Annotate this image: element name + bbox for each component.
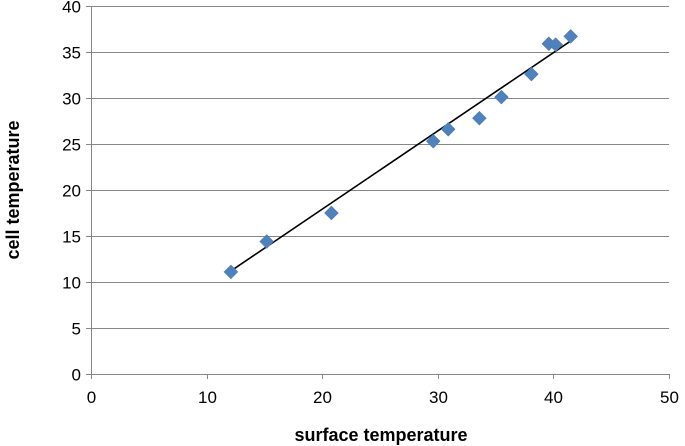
x-tick-label: 40 — [544, 388, 563, 407]
data-point-diamond — [563, 29, 579, 44]
trendline — [230, 40, 572, 272]
y-tick-label: 5 — [72, 320, 81, 339]
data-point-diamond — [524, 66, 539, 82]
data-point-diamond — [548, 37, 564, 52]
y-tick-label: 25 — [62, 136, 81, 155]
data-point-diamond — [223, 264, 239, 280]
y-tick-label: 0 — [72, 366, 81, 385]
y-tick-label: 40 — [62, 0, 81, 17]
grid-layer — [91, 6, 669, 329]
points-layer — [223, 29, 579, 280]
y-tick-label: 10 — [62, 274, 81, 293]
x-tick-label: 30 — [429, 388, 448, 407]
data-point-diamond — [472, 110, 487, 126]
trendline-layer — [230, 40, 572, 272]
x-tick-label: 20 — [313, 388, 332, 407]
x-tick-label: 50 — [660, 388, 679, 407]
y-tick-label: 20 — [62, 182, 81, 201]
data-point-diamond — [440, 121, 456, 137]
y-tick-label: 30 — [62, 90, 81, 109]
tick-labels-layer: 0 5 10 15 20 25 30 35 40 0 10 20 30 40 50 — [62, 0, 679, 407]
y-tick-label: 15 — [62, 228, 81, 247]
data-point-diamond — [494, 89, 509, 105]
y-tick-label: 35 — [62, 44, 81, 63]
data-point-diamond — [425, 133, 441, 149]
y-axis-title: cell temperature — [3, 120, 23, 259]
x-tick-label: 0 — [87, 388, 96, 407]
data-point-diamond — [259, 234, 275, 249]
x-axis-title: surface temperature — [294, 425, 467, 445]
axis-layer — [86, 6, 670, 379]
x-tick-label: 10 — [198, 388, 217, 407]
data-point-diamond — [324, 205, 339, 221]
